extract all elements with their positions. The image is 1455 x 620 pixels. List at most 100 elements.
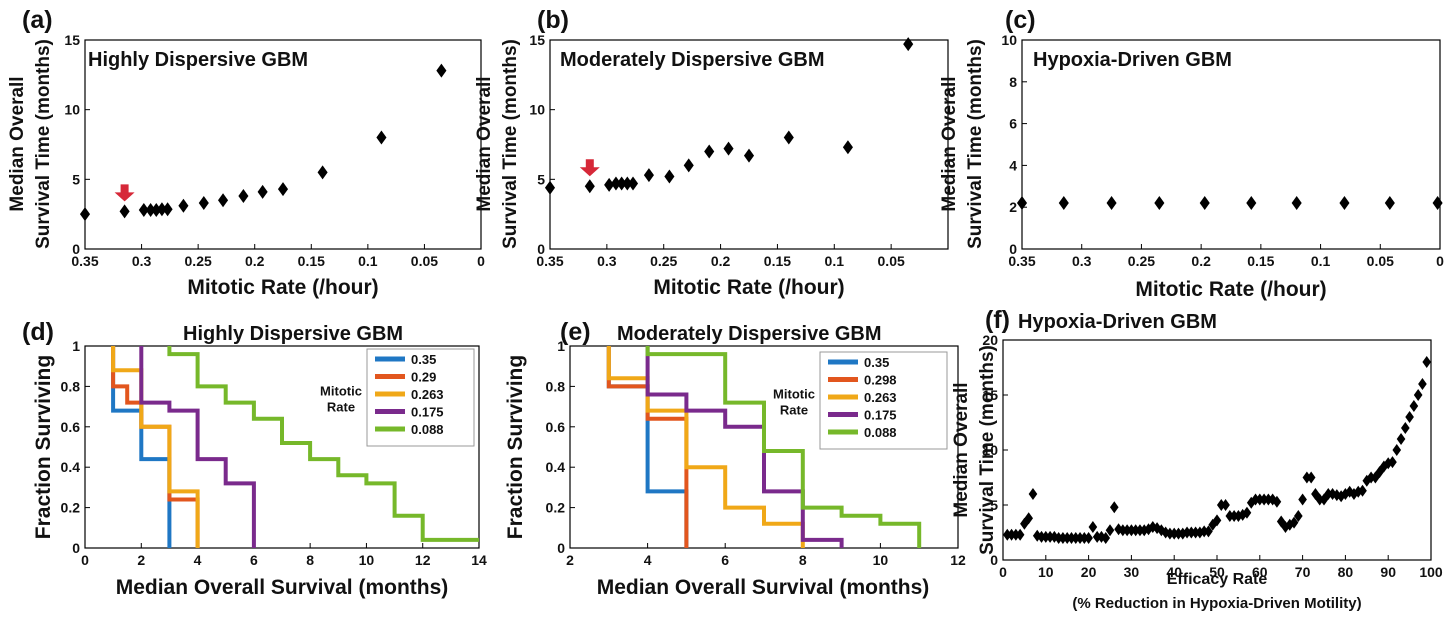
data-point (903, 37, 914, 52)
y-tick-label: 0.4 (546, 459, 566, 475)
y-tick-label: 2 (1009, 199, 1017, 215)
data-point (1212, 514, 1222, 527)
x-tick-label: 0.15 (298, 253, 325, 269)
y-tick-label: 20 (982, 332, 998, 348)
red-arrow-annotation (579, 159, 600, 177)
data-point (1418, 378, 1427, 390)
x-tick-label: 0.2 (245, 253, 265, 269)
legend-title: Rate (780, 403, 808, 418)
y-tick-label: 0 (557, 540, 565, 556)
x-tick-label: 0.3 (132, 253, 152, 269)
x-tick-label: 70 (1295, 564, 1311, 580)
data-point (1272, 495, 1282, 508)
data-point (436, 63, 447, 78)
y-tick-label: 0 (72, 540, 80, 556)
panel-label: (f) (985, 306, 1010, 334)
legend-entry: 0.175 (864, 408, 897, 423)
axes-box (1021, 39, 1441, 250)
data-point (664, 169, 675, 184)
legend-entry: 0.175 (411, 405, 444, 420)
y-tick-label: 10 (529, 102, 545, 118)
x-tick-label: 100 (1419, 564, 1443, 580)
data-point (1242, 506, 1252, 519)
x-axis-label: Mitotic Rate (/hour) (653, 276, 844, 299)
axes-box (84, 345, 480, 549)
data-point (723, 141, 734, 156)
y-tick-label: 0.2 (61, 500, 81, 516)
red-arrow-annotation (114, 184, 135, 202)
x-axis-label: (% Reduction in Hypoxia-Driven Motility) (1072, 595, 1361, 612)
data-point (584, 179, 595, 194)
panel-label: (e) (560, 318, 591, 346)
y-axis-label: Fraction Surviving (32, 355, 55, 539)
data-point (1195, 526, 1205, 539)
x-tick-label: 0.2 (1191, 253, 1211, 269)
data-point (1413, 389, 1423, 401)
x-tick-label: 6 (250, 552, 258, 568)
data-point (151, 202, 162, 217)
data-point (138, 202, 149, 217)
series-line-3 (139, 346, 256, 548)
series-line-2 (606, 346, 805, 548)
data-point (1384, 196, 1395, 211)
y-tick-label: 4 (1009, 157, 1017, 173)
x-tick-label: 90 (1380, 564, 1396, 580)
panel-title: Moderately Dispersive GBM (617, 323, 882, 345)
y-tick-label: 1 (72, 338, 80, 354)
data-point (1199, 196, 1210, 211)
y-axis-label: Median Overall (939, 76, 960, 211)
legend-entry: 0.263 (864, 390, 897, 405)
x-tick-label: 0 (477, 253, 485, 269)
panel-b: 0.35 0.3 0.25 0.2 0.15 0.1 0.05 0 5 10 15(b) Modera… (474, 6, 949, 299)
data-point (1204, 525, 1213, 538)
x-tick-label: 0.1 (825, 253, 845, 269)
data-point (1358, 484, 1367, 497)
x-axis-label: Mitotic Rate (/hour) (187, 276, 378, 299)
data-point (842, 140, 853, 155)
x-tick-label: 10 (873, 552, 889, 568)
y-tick-label: 5 (990, 497, 998, 513)
x-tick-label: 0.3 (1072, 253, 1092, 269)
data-point (257, 184, 268, 199)
data-point (162, 202, 173, 217)
data-point (1084, 532, 1093, 544)
series-line-2 (111, 346, 200, 548)
y-axis-label: Survival Time (months) (500, 39, 521, 249)
data-point (1339, 196, 1350, 211)
axes-box (84, 39, 482, 250)
axes-box (549, 39, 949, 250)
panel-a: 0.35 0.3 0.25 0.2 0.15 0.1 0.05 0 0 5 10 15 (a) Highl… (7, 6, 485, 299)
legend-entry: 0.088 (411, 422, 444, 437)
data-point (604, 177, 615, 192)
data-point (238, 189, 249, 204)
legend-title: Mitotic (320, 384, 362, 399)
x-tick-label: 0.35 (536, 253, 563, 269)
x-tick-label: 0.25 (185, 253, 212, 269)
panel-title: Hypoxia-Driven GBM (1033, 49, 1232, 71)
x-tick-label: 0 (1436, 253, 1444, 269)
y-tick-label: 0.8 (546, 378, 566, 394)
x-tick-label: 0.25 (1128, 253, 1155, 269)
legend-entry: 0.29 (411, 370, 436, 385)
y-tick-label: 15 (529, 32, 545, 48)
data-point (683, 158, 694, 173)
data-point (1405, 411, 1414, 423)
data-point (1291, 196, 1302, 211)
series-line-1 (111, 346, 200, 548)
data-point (616, 176, 627, 191)
y-axis-label: Median Overall (7, 76, 28, 211)
x-tick-label: 8 (799, 552, 807, 568)
axes-box (1002, 339, 1432, 561)
x-tick-label: 80 (1338, 564, 1354, 580)
data-point (627, 176, 639, 191)
panel-title: Highly Dispersive GBM (88, 49, 308, 71)
data-point (1154, 196, 1165, 211)
panel-c: 0.35 0.3 0.25 0.2 0.15 0.1 0.05 0 0 2 4 6 8 10(c) Hypo… (939, 6, 1444, 301)
data-point (622, 176, 633, 191)
legend-title: Rate (327, 400, 355, 415)
x-tick-label: 0.05 (878, 253, 905, 269)
data-point (317, 165, 328, 180)
x-tick-label: 0.1 (358, 253, 378, 269)
